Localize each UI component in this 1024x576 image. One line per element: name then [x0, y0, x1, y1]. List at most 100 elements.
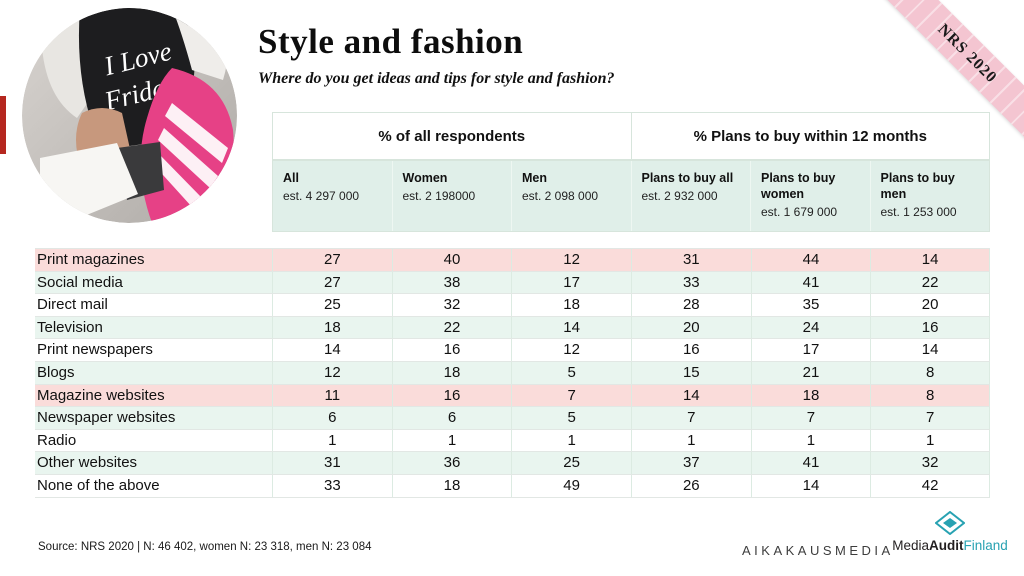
column-header-row: All est. 4 297 000 Women est. 2 198000 Men es… [272, 160, 990, 232]
value-cell: 27 [272, 271, 392, 294]
value-cell: 8 [870, 384, 990, 407]
value-cell: 16 [391, 384, 512, 407]
value-cell: 17 [750, 339, 871, 361]
value-cell: 27 [272, 249, 392, 271]
table-group-header: % of all respondents % Plans to buy with… [272, 112, 990, 160]
value-cell: 14 [511, 316, 631, 339]
value-cell: 41 [750, 452, 871, 474]
row-label: Radio [37, 431, 77, 449]
page-subtitle: Where do you get ideas and tips for styl… [258, 70, 615, 87]
value-cell: 42 [870, 474, 990, 497]
value-cell: 12 [511, 249, 631, 271]
table-row: Magazine websites 11 16 7 14 18 8 [35, 384, 990, 408]
value-cell: 16 [630, 339, 751, 361]
value-cell: 6 [272, 407, 392, 429]
maf-audit-word: Audit [929, 538, 964, 553]
row-label: None of the above [37, 476, 160, 494]
table-row: Television 18 22 14 20 24 16 [35, 316, 990, 340]
source-note: Source: NRS 2020 | N: 46 402, women N: 2… [38, 541, 372, 553]
value-cell: 7 [870, 407, 990, 429]
row-label: Newspaper websites [37, 409, 176, 427]
value-cell: 7 [750, 407, 871, 429]
value-cell: 12 [272, 361, 392, 384]
value-cell: 1 [272, 429, 392, 452]
row-label: Print magazines [37, 251, 145, 268]
table-row: Print newspapers 14 16 12 16 17 14 [35, 339, 990, 362]
value-cell: 35 [750, 294, 871, 316]
column-header: Plans to buy men est. 1 253 000 [869, 161, 990, 231]
value-cell: 41 [750, 271, 871, 294]
value-cell: 1 [630, 429, 751, 452]
fashion-photo-image: I Love Fridays [22, 8, 237, 223]
value-cell: 14 [870, 249, 990, 271]
row-label: Social media [37, 273, 123, 291]
maf-media-word: Media [892, 538, 929, 553]
value-cell: 18 [391, 474, 512, 497]
diamond-icon [935, 511, 965, 535]
value-cell: 40 [391, 249, 512, 271]
row-label: Magazine websites [37, 386, 165, 404]
value-cell: 44 [750, 249, 871, 271]
value-cell: 14 [272, 339, 392, 361]
value-cell: 16 [391, 339, 512, 361]
ribbon-label: NRS 2020 [934, 20, 1001, 87]
value-cell: 22 [391, 316, 512, 339]
value-cell: 15 [630, 361, 751, 384]
value-cell: 36 [391, 452, 512, 474]
table-row: Other websites 31 36 25 37 41 32 [35, 452, 990, 475]
value-cell: 14 [870, 339, 990, 361]
page-title: Style and fashion [258, 22, 524, 61]
table-row: None of the above 33 18 49 26 14 42 [35, 474, 990, 498]
value-cell: 16 [870, 316, 990, 339]
row-label: Print newspapers [37, 341, 153, 359]
table-row: Radio 1 1 1 1 1 1 [35, 429, 990, 453]
value-cell: 26 [630, 474, 751, 497]
value-cell: 1 [391, 429, 512, 452]
value-cell: 1 [750, 429, 871, 452]
value-cell: 37 [630, 452, 751, 474]
value-cell: 18 [511, 294, 631, 316]
value-cell: 20 [630, 316, 751, 339]
group-header-plans: % Plans to buy within 12 months [630, 113, 990, 159]
value-cell: 7 [511, 384, 631, 407]
photo-circle: I Love Fridays [22, 8, 237, 223]
row-label: Other websites [37, 454, 138, 472]
group-header-respondents: % of all respondents [378, 127, 526, 145]
value-cell: 18 [391, 361, 512, 384]
value-cell: 49 [511, 474, 631, 497]
table-row: Newspaper websites 6 6 5 7 7 7 [35, 407, 990, 430]
value-cell: 14 [630, 384, 751, 407]
column-header: Men est. 2 098 000 [511, 161, 631, 231]
table-row: Print magazines 27 40 12 31 44 14 [35, 249, 990, 272]
value-cell: 32 [870, 452, 990, 474]
value-cell: 33 [272, 474, 392, 497]
value-cell: 14 [750, 474, 871, 497]
maf-wordmark: MediaAuditFinland [892, 538, 1008, 553]
table-body: Print magazines 27 40 12 31 44 14 Social media 2… [35, 248, 990, 498]
media-audit-finland-logo: MediaAuditFinland [892, 511, 1008, 553]
value-cell: 32 [391, 294, 512, 316]
value-cell: 38 [391, 271, 512, 294]
row-label: Television [37, 318, 103, 336]
value-cell: 18 [272, 316, 392, 339]
value-cell: 25 [272, 294, 392, 316]
aikakausmedia-logo: AIKAKAUSMEDIA [742, 543, 894, 558]
row-label: Blogs [37, 363, 75, 381]
value-cell: 5 [511, 407, 631, 429]
value-cell: 31 [630, 249, 751, 271]
column-header: All est. 4 297 000 [283, 171, 360, 203]
value-cell: 8 [870, 361, 990, 384]
value-cell: 22 [870, 271, 990, 294]
value-cell: 5 [511, 361, 631, 384]
value-cell: 18 [750, 384, 871, 407]
column-header: Women est. 2 198000 [391, 161, 512, 231]
table-row: Direct mail 25 32 18 28 35 20 [35, 294, 990, 317]
column-header: Plans to buy women est. 1 679 000 [750, 161, 870, 231]
value-cell: 21 [750, 361, 871, 384]
value-cell: 17 [511, 271, 631, 294]
value-cell: 7 [630, 407, 751, 429]
maf-finland-word: Finland [963, 538, 1008, 553]
red-accent-bar [0, 96, 6, 154]
value-cell: 33 [630, 271, 751, 294]
